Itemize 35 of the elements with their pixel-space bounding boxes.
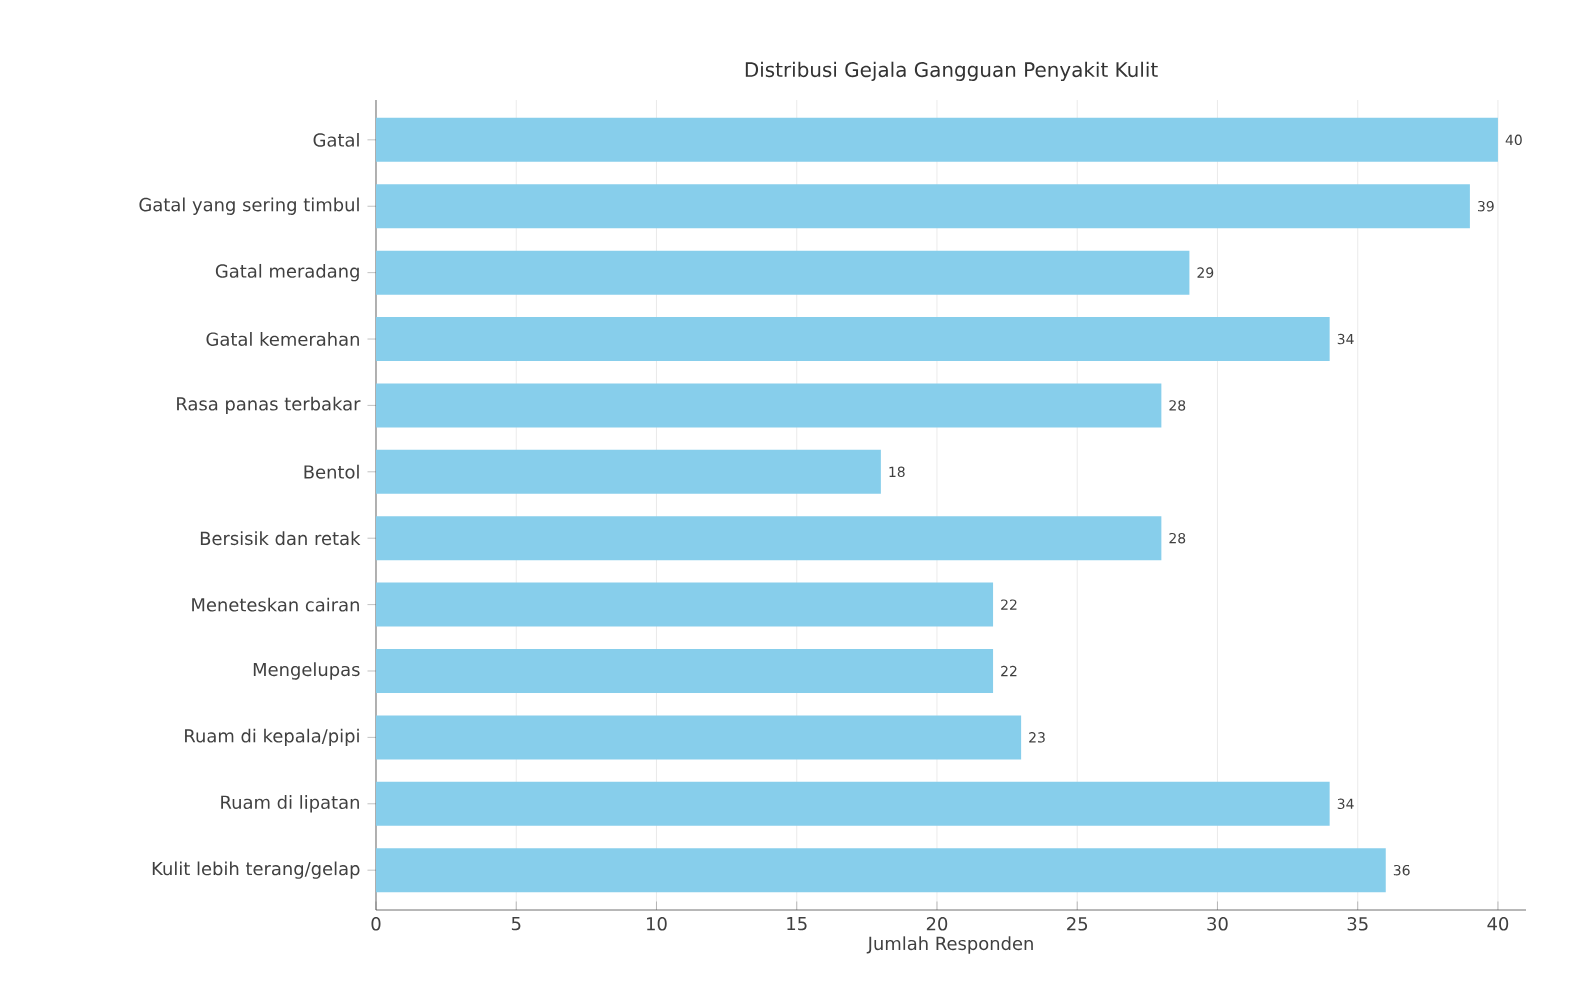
bar bbox=[375, 848, 1386, 893]
bar bbox=[375, 715, 1022, 760]
bar bbox=[375, 449, 881, 494]
y-tick-label: Bentol bbox=[304, 464, 359, 479]
y-tick-label: Rasa panas terbakar bbox=[177, 396, 361, 415]
x-tick-label: 25 bbox=[1067, 917, 1088, 931]
x-tick-label: 5 bbox=[511, 917, 521, 931]
bar bbox=[375, 250, 1190, 295]
bar bbox=[375, 317, 1330, 362]
chart-title: Distribusi Gejala Gangguan Penyakit Kulit bbox=[745, 61, 1158, 82]
x-tick-label: 40 bbox=[1487, 917, 1509, 931]
x-tick-label: 0 bbox=[371, 917, 381, 931]
bar bbox=[375, 117, 1498, 162]
x-tick-label: 35 bbox=[1347, 917, 1368, 931]
y-tick-label: Gatal bbox=[313, 132, 359, 147]
x-axis-title: Jumlah Responden bbox=[866, 936, 1033, 954]
x-tick-label: 15 bbox=[787, 917, 807, 931]
bar bbox=[375, 582, 994, 627]
bar bbox=[375, 383, 1162, 428]
bar bbox=[375, 516, 1162, 561]
bar bbox=[375, 781, 1330, 826]
y-tick-label: Bersisik dan retak bbox=[200, 531, 361, 546]
y-tick-label: Gatal kemerahan bbox=[206, 332, 359, 346]
y-tick-label: Kulit lebih terang/gelap bbox=[152, 861, 360, 879]
y-tick-label: Meneteskan cairan bbox=[192, 597, 359, 612]
bar bbox=[375, 184, 1470, 229]
y-tick-label: Ruam di kepala/pipi bbox=[185, 728, 359, 747]
bar bbox=[375, 648, 994, 693]
y-tick-label: Ruam di lipatan bbox=[221, 795, 359, 813]
y-tick-label: Gatal yang sering timbul bbox=[139, 197, 359, 215]
x-tick-label: 10 bbox=[647, 917, 667, 931]
y-tick-label: Gatal meradang bbox=[215, 263, 359, 282]
y-tick-label: Mengelupas bbox=[253, 662, 360, 680]
x-tick-label: 30 bbox=[1207, 917, 1228, 931]
x-tick-label: 20 bbox=[926, 917, 948, 931]
